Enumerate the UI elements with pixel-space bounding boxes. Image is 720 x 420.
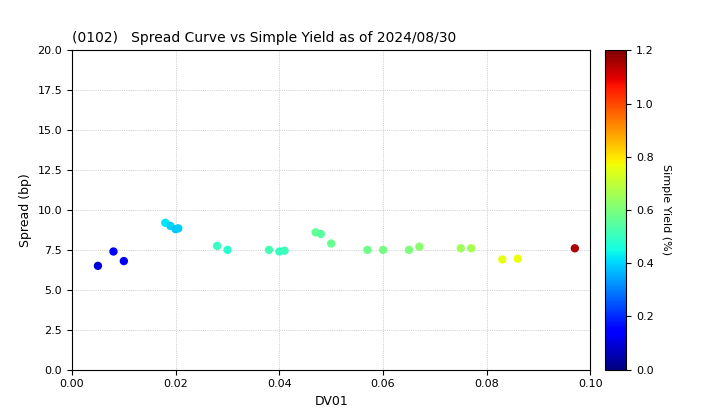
Point bbox=[160, 219, 171, 226]
Point bbox=[569, 245, 580, 252]
Point bbox=[173, 225, 184, 232]
Point bbox=[108, 248, 120, 255]
Point bbox=[361, 247, 373, 253]
Point bbox=[264, 247, 275, 253]
Point bbox=[455, 245, 467, 252]
Point bbox=[222, 247, 233, 253]
Point bbox=[279, 247, 290, 254]
Point bbox=[212, 242, 223, 249]
Point bbox=[315, 231, 327, 237]
Text: (0102)   Spread Curve vs Simple Yield as of 2024/08/30: (0102) Spread Curve vs Simple Yield as o… bbox=[72, 31, 456, 45]
Point bbox=[310, 229, 321, 236]
Y-axis label: Simple Yield (%): Simple Yield (%) bbox=[660, 165, 670, 255]
Point bbox=[274, 248, 285, 255]
X-axis label: DV01: DV01 bbox=[315, 395, 348, 408]
Point bbox=[413, 243, 425, 250]
Y-axis label: Spread (bp): Spread (bp) bbox=[19, 173, 32, 247]
Point bbox=[465, 245, 477, 252]
Point bbox=[403, 247, 415, 253]
Point bbox=[325, 240, 337, 247]
Point bbox=[170, 226, 181, 233]
Point bbox=[165, 223, 176, 229]
Point bbox=[497, 256, 508, 263]
Point bbox=[512, 255, 523, 262]
Point bbox=[377, 247, 389, 253]
Point bbox=[118, 258, 130, 265]
Point bbox=[92, 262, 104, 269]
